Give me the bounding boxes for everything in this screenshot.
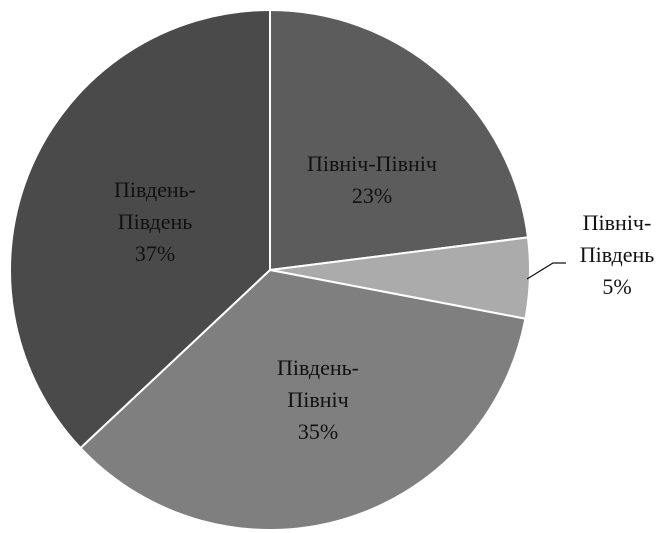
leader-line [526,262,566,280]
slice-label: Південь-Південь 37% [85,174,225,270]
slice [269,8,530,272]
slice-label: Північ-Південь 5% [562,207,668,303]
category-label: Північ-Південь [579,210,655,267]
slice-label: Північ-Північ 23% [272,148,472,212]
category-label: Північ-Північ [306,151,437,176]
category-label: Південь-Південь [114,177,196,234]
value-label: 23% [351,183,393,208]
slice [9,8,271,450]
category-label: Південь-Північ [277,355,359,412]
value-label: 37% [134,241,176,266]
slice [79,268,527,531]
value-label: 5% [602,274,632,299]
value-label: 35% [297,419,339,444]
slice-label: Південь-Північ 35% [248,352,388,448]
